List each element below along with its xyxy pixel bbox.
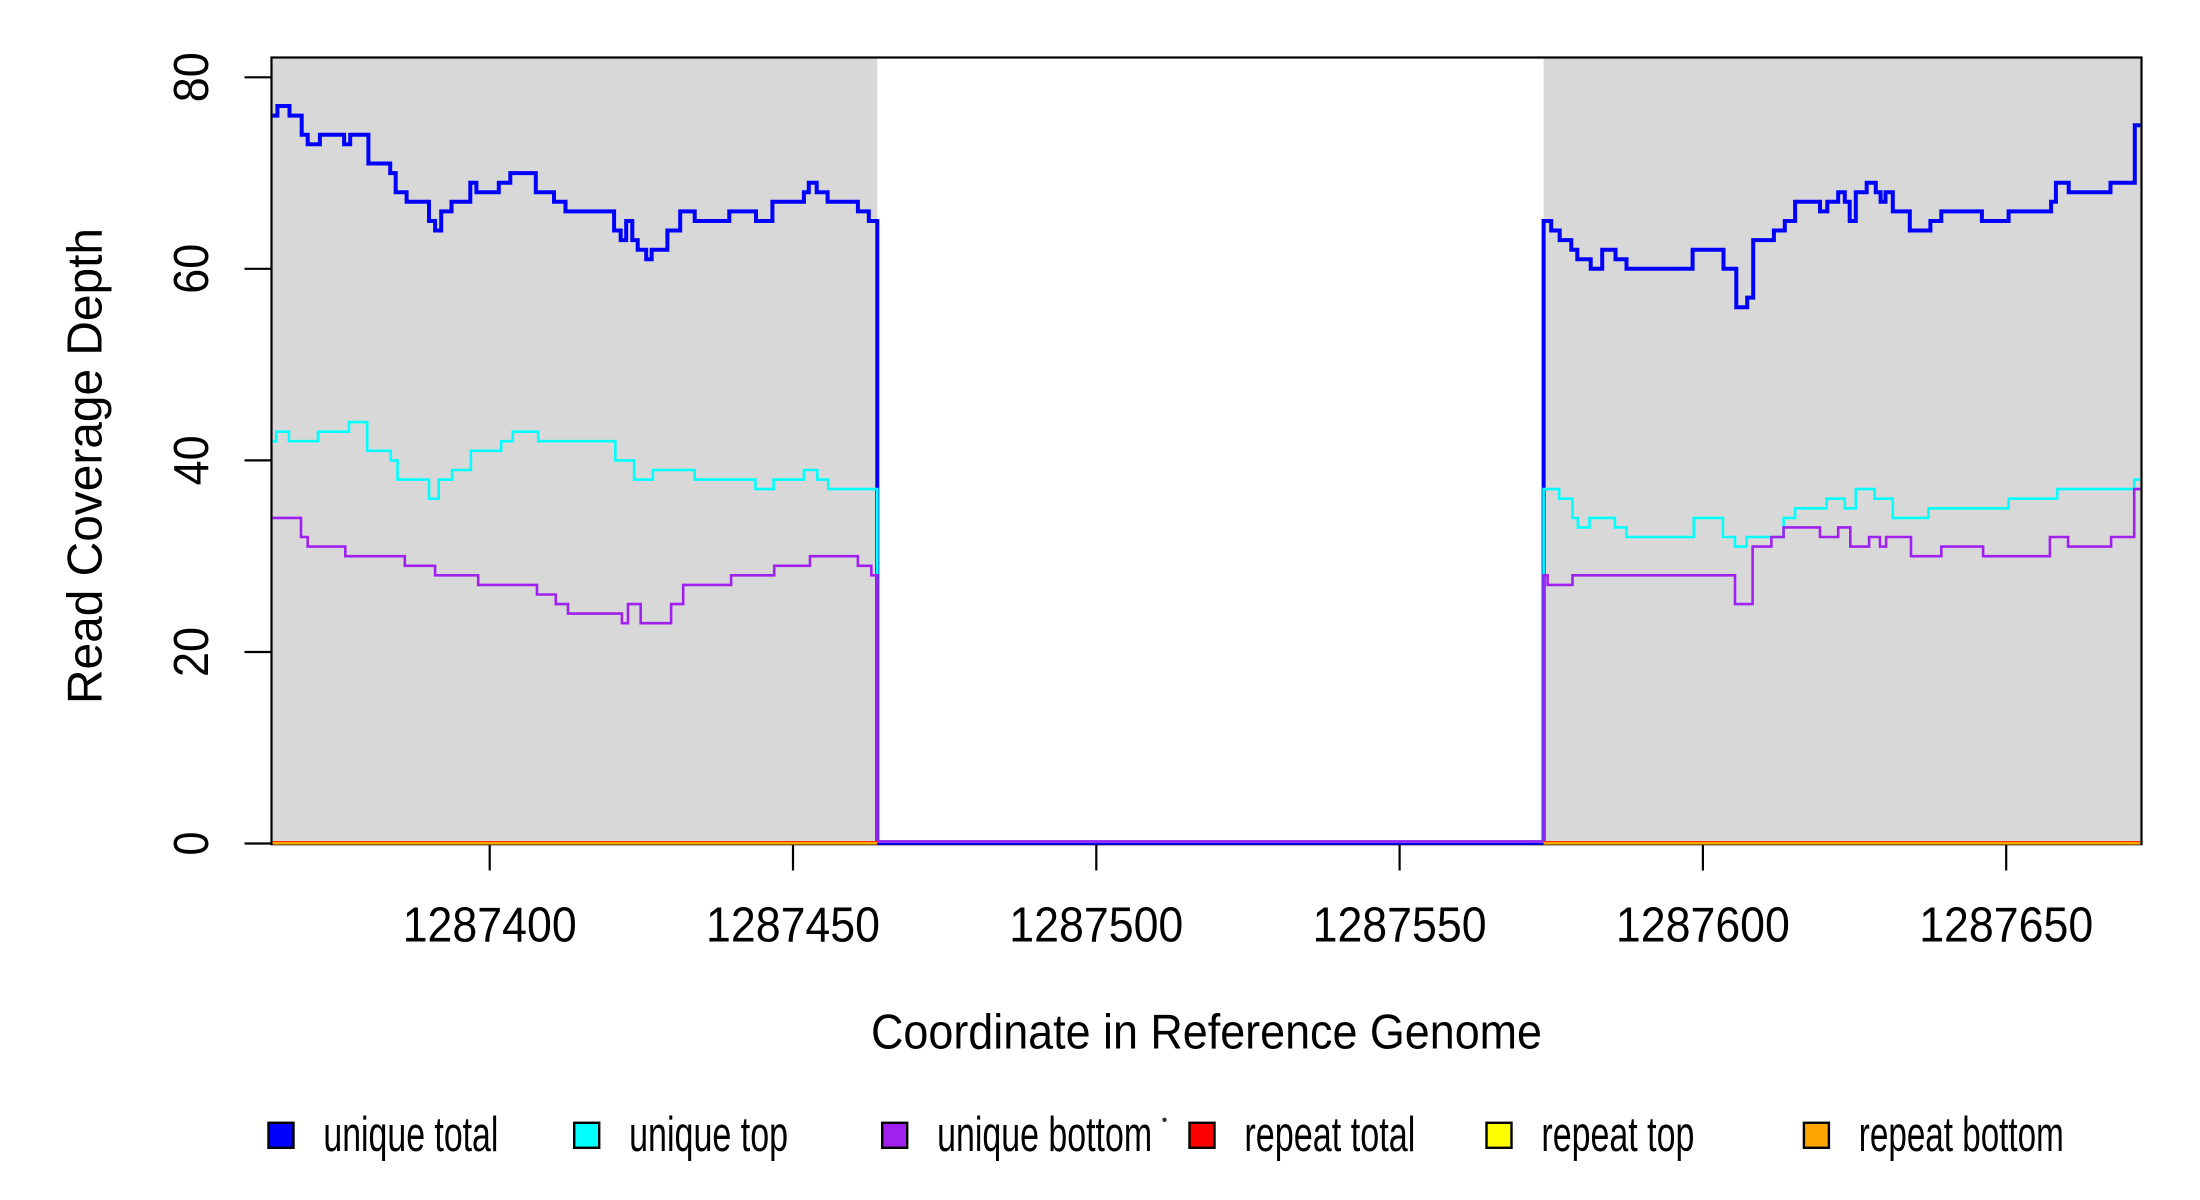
svg-text:1287500: 1287500 bbox=[1009, 898, 1183, 952]
svg-text:20: 20 bbox=[165, 627, 219, 677]
svg-text:unique total: unique total bbox=[323, 1108, 498, 1162]
svg-text:1287550: 1287550 bbox=[1313, 898, 1487, 952]
svg-text:80: 80 bbox=[165, 52, 219, 102]
svg-text:0: 0 bbox=[165, 832, 219, 856]
svg-text:60: 60 bbox=[165, 244, 219, 294]
svg-text:1287600: 1287600 bbox=[1616, 898, 1790, 952]
svg-text:Read Coverage Depth: Read Coverage Depth bbox=[59, 228, 113, 704]
svg-text:1287400: 1287400 bbox=[403, 898, 577, 952]
svg-text:1287450: 1287450 bbox=[706, 898, 880, 952]
svg-text:1287650: 1287650 bbox=[1919, 898, 2093, 952]
svg-text:repeat top: repeat top bbox=[1541, 1108, 1694, 1162]
svg-text:unique bottom: unique bottom bbox=[937, 1108, 1152, 1162]
svg-text:repeat total: repeat total bbox=[1244, 1108, 1415, 1162]
svg-text:40: 40 bbox=[165, 435, 219, 485]
svg-text:unique top: unique top bbox=[629, 1108, 788, 1162]
svg-text:Coordinate in Reference Genome: Coordinate in Reference Genome bbox=[871, 1006, 1542, 1060]
svg-text:repeat bottom: repeat bottom bbox=[1859, 1108, 2064, 1162]
